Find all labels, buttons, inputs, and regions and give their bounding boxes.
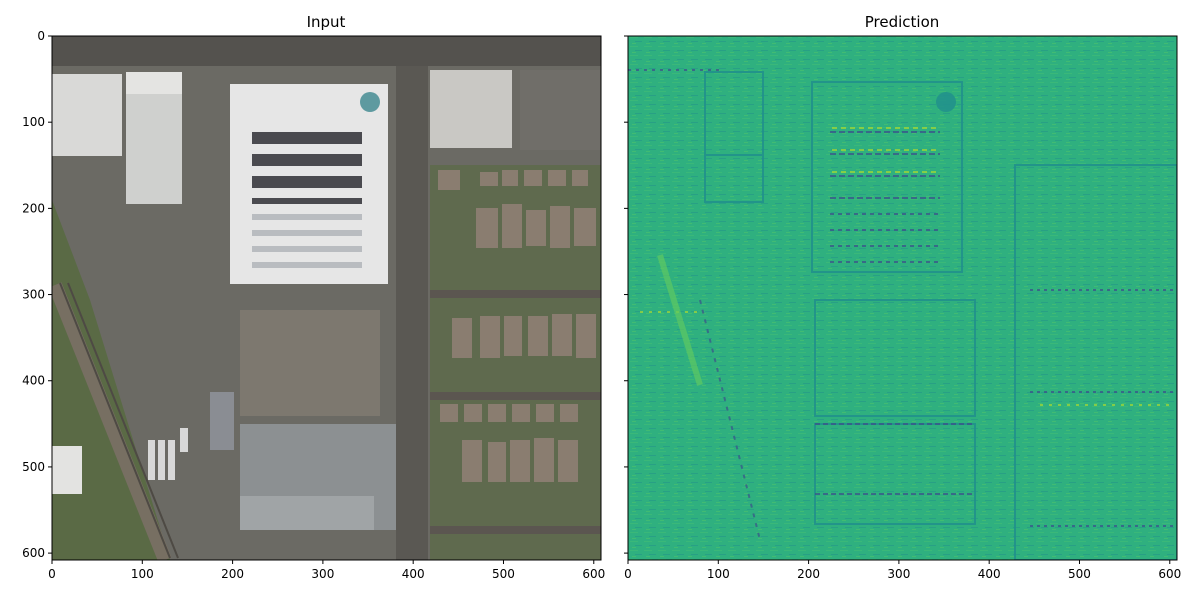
y-tick-label: 400 xyxy=(22,374,45,388)
x-tick-label: 400 xyxy=(402,567,425,581)
x-tick-label: 0 xyxy=(624,567,632,581)
x-tick-label: 0 xyxy=(48,567,56,581)
x-tick-label: 300 xyxy=(311,567,334,581)
panel-title-prediction: Prediction xyxy=(865,13,940,31)
y-tick-label: 100 xyxy=(22,115,45,129)
x-tick-label: 300 xyxy=(887,567,910,581)
prediction-image xyxy=(628,36,1177,560)
x-tick-label: 200 xyxy=(797,567,820,581)
x-tick-label: 600 xyxy=(582,567,605,581)
y-tick-label: 300 xyxy=(22,288,45,302)
x-tick-label: 100 xyxy=(131,567,154,581)
input-axes-frame xyxy=(51,35,602,561)
x-tick-label: 200 xyxy=(221,567,244,581)
x-tick-label: 500 xyxy=(492,567,515,581)
y-tick-label: 200 xyxy=(22,201,45,215)
input-image xyxy=(52,36,601,560)
y-tick-label: 600 xyxy=(22,546,45,560)
y-tick-label: 500 xyxy=(22,460,45,474)
x-tick-label: 600 xyxy=(1158,567,1181,581)
prediction-axes-frame xyxy=(627,35,1178,561)
y-tick-label: 0 xyxy=(37,29,45,43)
x-tick-label: 100 xyxy=(707,567,730,581)
x-tick-label: 400 xyxy=(978,567,1001,581)
panel-title-input: Input xyxy=(307,13,346,31)
x-tick-label: 500 xyxy=(1068,567,1091,581)
